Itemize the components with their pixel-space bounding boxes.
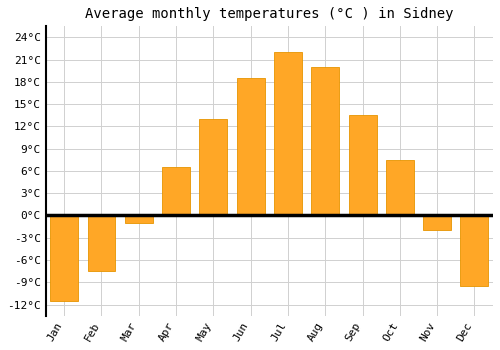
Bar	[460, 216, 488, 286]
Bar	[386, 160, 414, 216]
Bar	[88, 216, 116, 271]
Bar	[312, 67, 339, 216]
Bar	[125, 216, 153, 223]
Bar	[50, 216, 78, 301]
Bar	[236, 78, 264, 216]
Title: Average monthly temperatures (°C ) in Sidney: Average monthly temperatures (°C ) in Si…	[85, 7, 454, 21]
Bar	[423, 216, 451, 230]
Bar	[348, 115, 376, 216]
Bar	[162, 167, 190, 216]
Bar	[200, 119, 228, 216]
Bar	[274, 52, 302, 216]
